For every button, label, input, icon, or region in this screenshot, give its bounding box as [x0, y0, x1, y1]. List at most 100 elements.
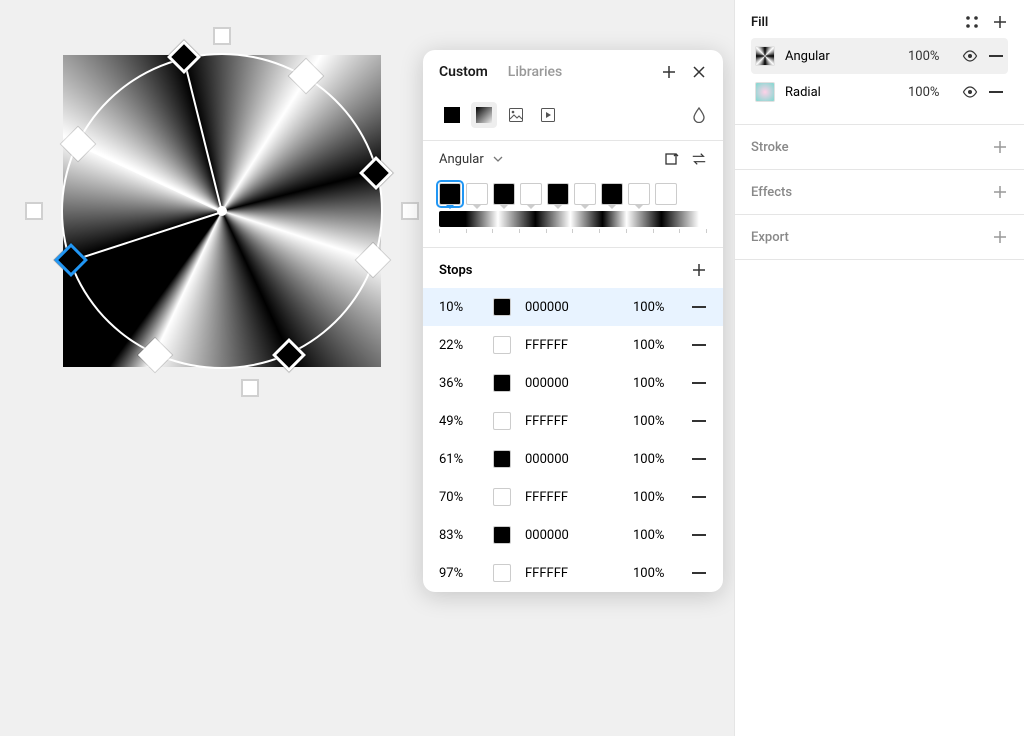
tab-libraries[interactable]: Libraries [508, 64, 562, 80]
stop-position[interactable]: 10% [439, 300, 479, 315]
stop-opacity[interactable]: 100% [633, 414, 677, 429]
stop-color-swatch[interactable] [493, 374, 511, 392]
stop-position[interactable]: 97% [439, 566, 479, 581]
stop-color-swatch[interactable] [493, 412, 511, 430]
stop-hex[interactable]: FFFFFF [525, 566, 619, 581]
stop-row[interactable]: 36% 000000 100% [423, 364, 723, 402]
stop-opacity[interactable]: 100% [633, 338, 677, 353]
stop-hex[interactable]: 000000 [525, 300, 619, 315]
stop-row[interactable]: 22% FFFFFF 100% [423, 326, 723, 364]
stop-position[interactable]: 49% [439, 414, 479, 429]
stop-opacity[interactable]: 100% [633, 300, 677, 315]
fill-type-row [423, 94, 723, 140]
selection-handle-bottom[interactable] [241, 379, 259, 397]
stop-hex[interactable]: 000000 [525, 528, 619, 543]
visibility-icon[interactable] [962, 48, 978, 64]
right-sidebar: Fill Angular100%Radial100% Stroke Effect… [734, 0, 1024, 736]
stop-swatch-empty[interactable] [655, 183, 677, 205]
stop-swatch[interactable] [493, 183, 515, 205]
stop-row[interactable]: 70% FFFFFF 100% [423, 478, 723, 516]
blend-mode-icon[interactable] [691, 107, 707, 123]
remove-stop-icon[interactable] [691, 565, 707, 581]
color-picker-popover: Custom Libraries Angular Stops 10%000000… [423, 50, 723, 592]
stop-position[interactable]: 70% [439, 490, 479, 505]
fill-row[interactable]: Angular100% [751, 38, 1008, 74]
stop-opacity[interactable]: 100% [633, 528, 677, 543]
stop-swatch[interactable] [439, 183, 461, 205]
stop-swatch[interactable] [628, 183, 650, 205]
stop-color-swatch[interactable] [493, 488, 511, 506]
add-effect-icon[interactable] [992, 184, 1008, 200]
stop-opacity[interactable]: 100% [633, 452, 677, 467]
shape-selection[interactable] [63, 55, 381, 367]
stop-hex[interactable]: 000000 [525, 376, 619, 391]
stop-opacity[interactable]: 100% [633, 376, 677, 391]
chevron-down-icon[interactable] [490, 151, 506, 167]
export-title: Export [751, 230, 789, 245]
fill-type-solid[interactable] [439, 102, 465, 128]
stop-color-swatch[interactable] [493, 564, 511, 582]
remove-stop-icon[interactable] [691, 489, 707, 505]
stop-swatch[interactable] [601, 183, 623, 205]
stop-color-swatch[interactable] [493, 526, 511, 544]
remove-stop-icon[interactable] [691, 299, 707, 315]
visibility-icon[interactable] [962, 84, 978, 100]
fill-opacity[interactable]: 100% [908, 85, 952, 100]
fill-type-video[interactable] [535, 102, 561, 128]
remove-stop-icon[interactable] [691, 451, 707, 467]
add-stroke-icon[interactable] [992, 139, 1008, 155]
add-stop-icon[interactable] [691, 262, 707, 278]
stop-swatch[interactable] [466, 183, 488, 205]
stop-opacity[interactable]: 100% [633, 490, 677, 505]
stop-position[interactable]: 83% [439, 528, 479, 543]
selection-handle-left[interactable] [25, 202, 43, 220]
section-export: Export [735, 215, 1024, 260]
add-export-icon[interactable] [992, 229, 1008, 245]
fill-type-image[interactable] [503, 102, 529, 128]
remove-fill-icon[interactable] [988, 48, 1004, 64]
remove-stop-icon[interactable] [691, 527, 707, 543]
remove-stop-icon[interactable] [691, 337, 707, 353]
stop-position[interactable]: 61% [439, 452, 479, 467]
stop-opacity[interactable]: 100% [633, 566, 677, 581]
add-icon[interactable] [661, 64, 677, 80]
remove-stop-icon[interactable] [691, 375, 707, 391]
stop-swatch[interactable] [520, 183, 542, 205]
selection-handle-top[interactable] [213, 27, 231, 45]
stop-row[interactable]: 49% FFFFFF 100% [423, 402, 723, 440]
flip-icon[interactable] [691, 151, 707, 167]
add-fill-icon[interactable] [992, 14, 1008, 30]
stop-row[interactable]: 61% 000000 100% [423, 440, 723, 478]
gradient-bar[interactable] [439, 211, 707, 227]
section-stroke: Stroke [735, 125, 1024, 170]
stop-row[interactable]: 83% 000000 100% [423, 516, 723, 554]
fill-type-gradient[interactable] [471, 102, 497, 128]
stop-swatch[interactable] [547, 183, 569, 205]
stop-hex[interactable]: 000000 [525, 452, 619, 467]
stop-row[interactable]: 97% FFFFFF 100% [423, 554, 723, 592]
stop-swatch[interactable] [574, 183, 596, 205]
styles-icon[interactable] [964, 14, 980, 30]
remove-stop-icon[interactable] [691, 413, 707, 429]
effects-title: Effects [751, 185, 792, 200]
selection-handle-right[interactable] [401, 202, 419, 220]
tab-custom[interactable]: Custom [439, 64, 488, 80]
stop-position[interactable]: 22% [439, 338, 479, 353]
stop-hex[interactable]: FFFFFF [525, 414, 619, 429]
stop-color-swatch[interactable] [493, 336, 511, 354]
fill-opacity[interactable]: 100% [908, 49, 952, 64]
remove-fill-icon[interactable] [988, 84, 1004, 100]
fill-swatch[interactable] [755, 46, 775, 66]
fill-row[interactable]: Radial100% [751, 74, 1008, 110]
gradient-type-select[interactable]: Angular [439, 152, 484, 167]
stop-color-swatch[interactable] [493, 450, 511, 468]
stop-color-swatch[interactable] [493, 298, 511, 316]
stop-position[interactable]: 36% [439, 376, 479, 391]
rotate-icon[interactable] [663, 151, 679, 167]
stop-row[interactable]: 10% 000000 100% [423, 288, 723, 326]
close-icon[interactable] [691, 64, 707, 80]
stop-hex[interactable]: FFFFFF [525, 490, 619, 505]
section-effects: Effects [735, 170, 1024, 215]
stop-hex[interactable]: FFFFFF [525, 338, 619, 353]
fill-swatch[interactable] [755, 82, 775, 102]
